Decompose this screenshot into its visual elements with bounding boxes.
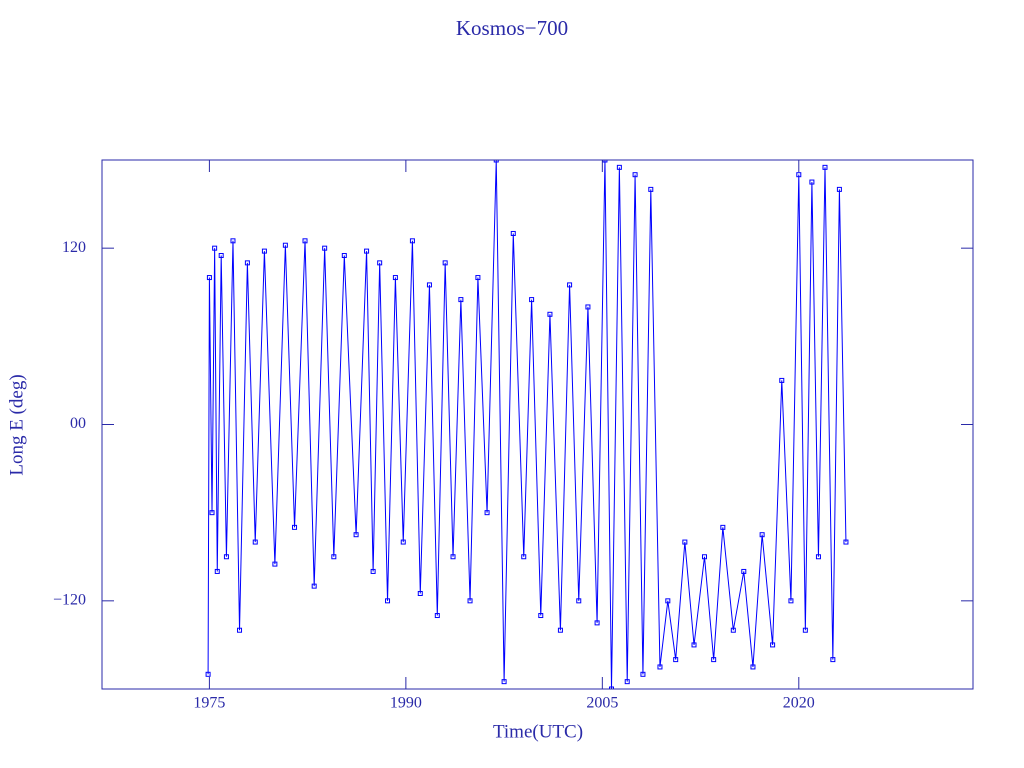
data-point — [759, 532, 765, 538]
data-point — [567, 282, 573, 288]
data-point — [741, 568, 747, 574]
data-point — [750, 664, 756, 670]
data-point — [640, 671, 646, 677]
data-point — [392, 275, 398, 281]
data-point — [538, 613, 544, 619]
data-point — [501, 679, 507, 685]
data-point — [434, 613, 440, 619]
data-point — [331, 554, 337, 560]
y-tick-label: −120 — [53, 592, 86, 609]
data-point — [547, 311, 553, 317]
data-point — [796, 172, 802, 178]
data-point — [720, 524, 726, 530]
data-point — [484, 510, 490, 516]
data-point — [230, 238, 236, 244]
data-point — [557, 627, 563, 633]
data-point — [809, 179, 815, 185]
data-point — [353, 532, 359, 538]
data-point — [385, 598, 391, 604]
data-point — [475, 275, 481, 281]
x-axis-label: Time(UTC) — [493, 721, 583, 742]
data-point — [322, 245, 328, 251]
data-point — [209, 510, 215, 516]
data-point — [770, 642, 776, 648]
data-point — [822, 164, 828, 170]
data-point — [311, 583, 317, 589]
data-point — [426, 282, 432, 288]
data-point — [409, 238, 415, 244]
plot-frame — [101, 159, 974, 690]
data-point — [711, 657, 717, 663]
data-point — [467, 598, 473, 604]
data-point — [292, 524, 298, 530]
data-point — [272, 561, 278, 567]
data-point — [576, 598, 582, 604]
data-point — [214, 568, 220, 574]
x-tick-label: 1975 — [193, 695, 225, 712]
data-point — [493, 160, 499, 163]
data-point — [370, 568, 376, 574]
data-point — [585, 304, 591, 310]
data-point — [450, 554, 456, 560]
data-point — [529, 297, 535, 303]
data-point — [624, 679, 630, 685]
data-point — [458, 297, 464, 303]
data-point — [364, 248, 370, 254]
data-point — [788, 598, 794, 604]
data-point — [521, 554, 527, 560]
data-point — [609, 686, 615, 689]
data-point — [442, 260, 448, 266]
data-point — [206, 275, 212, 281]
data-point — [302, 238, 308, 244]
x-tick-label: 2020 — [783, 695, 815, 712]
data-point — [244, 260, 250, 266]
data-point — [815, 554, 821, 560]
x-tick-label: 1990 — [390, 695, 422, 712]
data-point — [616, 164, 622, 170]
data-point — [341, 253, 347, 259]
data-point — [237, 627, 243, 633]
chart-title: Kosmos−700 — [456, 16, 568, 40]
data-point — [632, 172, 638, 178]
data-point — [701, 554, 707, 560]
y-axis-label: Long E (deg) — [6, 374, 27, 475]
data-point — [830, 657, 836, 663]
data-point — [673, 657, 679, 663]
data-point — [377, 260, 383, 266]
data-point — [682, 539, 688, 545]
data-point — [802, 627, 808, 633]
data-point — [648, 186, 654, 192]
data-point — [400, 539, 406, 545]
data-point — [510, 230, 516, 236]
x-tick-label: 2005 — [586, 695, 618, 712]
data-point — [417, 590, 423, 596]
data-point — [223, 554, 229, 560]
data-point — [602, 160, 608, 163]
y-tick-label: 00 — [70, 415, 86, 432]
data-point — [212, 245, 218, 251]
data-point — [843, 539, 849, 545]
y-tick-label: 120 — [62, 239, 86, 256]
data-point — [261, 248, 267, 254]
data-point — [730, 627, 736, 633]
data-point — [252, 539, 258, 545]
data-point — [218, 253, 224, 259]
data-point — [665, 598, 671, 604]
data-point — [205, 671, 211, 677]
data-point — [691, 642, 697, 648]
data-point — [282, 242, 288, 248]
data-point — [657, 664, 663, 670]
data-point — [836, 186, 842, 192]
data-point — [779, 377, 785, 383]
data-point — [594, 620, 600, 626]
data-line — [207, 160, 847, 689]
